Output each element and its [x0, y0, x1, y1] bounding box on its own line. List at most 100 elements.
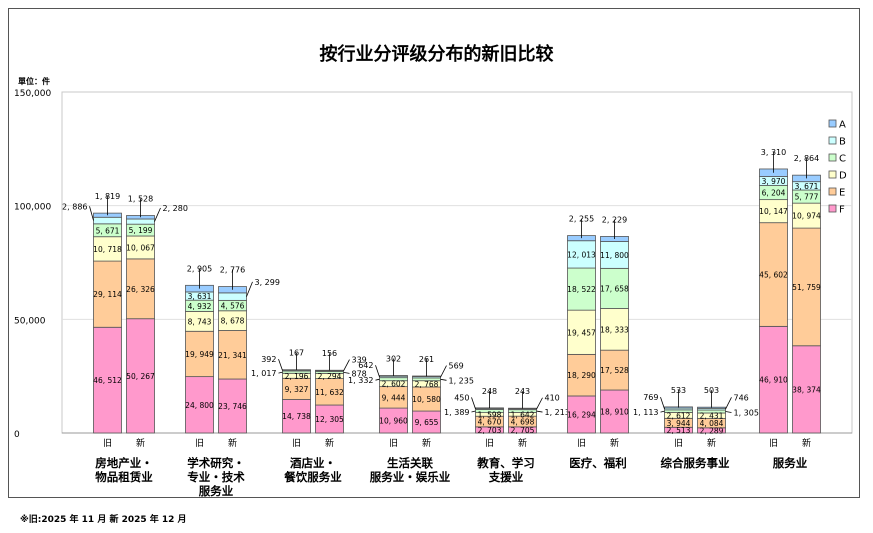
legend-label: D — [839, 171, 847, 182]
bar-period-label: 旧 — [195, 438, 204, 449]
data-label: 450 — [454, 393, 469, 402]
data-label: 8, 678 — [221, 317, 245, 326]
data-label: 2, 289 — [700, 426, 724, 435]
data-label: 9, 655 — [415, 418, 439, 427]
footnote: ※旧:2025 年 11 月 新 2025 年 12 月 — [20, 515, 187, 525]
bar-segment-C — [567, 267, 596, 311]
bar-period-label: 旧 — [769, 438, 778, 449]
data-label: 3, 970 — [762, 177, 786, 186]
data-label: 23, 746 — [218, 402, 247, 411]
data-label: 2, 196 — [285, 372, 309, 381]
leader-line — [440, 365, 447, 378]
leader-line — [660, 396, 665, 410]
data-label: 45, 602 — [759, 271, 788, 280]
bar-segment-F — [792, 345, 821, 434]
data-label: 1, 213 — [545, 408, 570, 417]
category-label: 学术研究・ 专业・技术 服务业 — [187, 456, 245, 498]
leader-line — [343, 371, 350, 374]
data-label: 11, 800 — [600, 251, 629, 260]
chart-title: 按行业分评级分布的新旧比较 — [319, 44, 554, 65]
data-label: 302 — [386, 355, 401, 364]
leader-line — [89, 206, 94, 221]
bar-segment-F — [218, 378, 247, 434]
data-label: 878 — [352, 369, 367, 378]
data-label: 642 — [358, 361, 373, 370]
data-label: 21, 341 — [218, 351, 247, 360]
data-label: 1, 017 — [251, 369, 276, 378]
bar-period-label: 旧 — [485, 438, 494, 449]
data-label: 9, 444 — [382, 393, 406, 402]
bar-period-label: 新 — [802, 437, 811, 449]
bar-segment-F — [315, 404, 344, 434]
data-label: 10, 960 — [379, 417, 408, 426]
data-label: 2, 513 — [667, 426, 691, 435]
category-label: 医疗、福利 — [569, 456, 627, 470]
data-label: 410 — [545, 394, 560, 403]
data-label: 24, 800 — [185, 401, 214, 410]
y-tick-label: 150,000 — [14, 89, 51, 99]
data-label: 29, 114 — [93, 290, 122, 299]
data-label: 243 — [515, 387, 530, 396]
bar-segment-B — [218, 292, 247, 301]
category-label: 酒店业・ 餐饮服务业 — [284, 456, 342, 484]
category-label: 综合服务事业 — [660, 456, 730, 470]
data-label: 17, 658 — [600, 284, 629, 293]
data-label: 26, 326 — [126, 285, 155, 294]
bar-segment-F — [379, 407, 408, 434]
legend-label: B — [839, 137, 846, 148]
data-label: 769 — [643, 393, 658, 402]
data-label: 2, 905 — [187, 264, 212, 273]
data-label: 569 — [449, 362, 464, 371]
bar-segment-E — [759, 222, 788, 327]
bar-segment-E — [126, 258, 155, 320]
data-label: 12, 305 — [315, 415, 344, 424]
legend-swatch-F — [828, 204, 837, 213]
data-label: 1, 113 — [633, 408, 658, 417]
leader-line — [660, 410, 665, 413]
category-label: 服务业 — [772, 456, 808, 470]
bar-segment-D — [600, 308, 629, 351]
legend-label: E — [839, 188, 845, 199]
bar-period-label: 旧 — [674, 438, 683, 449]
category-label: 教育、学习 支援业 — [477, 456, 535, 484]
data-label: 2, 602 — [382, 380, 406, 389]
legend-swatch-B — [828, 136, 837, 145]
bar-period-label: 新 — [518, 437, 527, 449]
bar-segment-D — [792, 202, 821, 229]
leader-line — [375, 378, 380, 381]
data-label: 339 — [352, 356, 367, 365]
leader-line — [725, 397, 732, 410]
leader-line — [725, 411, 732, 413]
data-label: 19, 457 — [567, 328, 596, 337]
bar-period-label: 旧 — [389, 438, 398, 449]
data-label: 10, 067 — [126, 243, 155, 252]
legend-label: A — [839, 120, 846, 131]
bar-segment-E — [185, 330, 214, 378]
legend-label: F — [839, 205, 845, 216]
data-label: 261 — [419, 355, 434, 364]
data-label: 3, 631 — [188, 292, 212, 301]
data-label: 18, 522 — [567, 285, 596, 294]
leader-line — [278, 358, 283, 371]
data-label: 3, 310 — [761, 148, 786, 157]
bar-segment-F — [759, 325, 788, 434]
data-label: 533 — [671, 386, 686, 395]
bar-period-label: 新 — [610, 437, 619, 449]
data-label: 1, 305 — [734, 409, 759, 418]
bar-segment-B — [126, 218, 155, 225]
data-label: 2, 294 — [318, 372, 342, 381]
bar-segment-B — [567, 240, 596, 269]
legend-swatch-E — [828, 187, 837, 196]
data-label: 2, 229 — [602, 215, 627, 224]
data-label: 1, 332 — [348, 376, 373, 385]
data-label: 9, 327 — [285, 385, 309, 394]
data-label: 16, 294 — [567, 410, 596, 419]
data-label: 2, 703 — [478, 426, 502, 435]
data-label: 248 — [482, 387, 497, 396]
data-label: 5, 777 — [795, 193, 819, 202]
data-label: 5, 199 — [129, 226, 153, 235]
data-label: 2, 705 — [511, 426, 535, 435]
bar-segment-F — [185, 376, 214, 434]
leader-line — [154, 207, 161, 222]
